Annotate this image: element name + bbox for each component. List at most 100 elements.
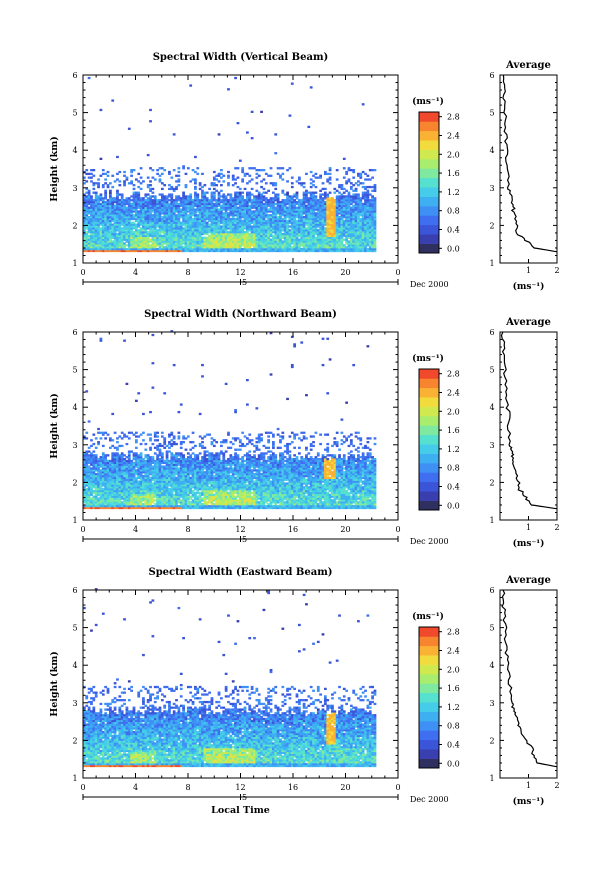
heatmap-cell <box>92 467 96 470</box>
heatmap-cell <box>83 229 86 232</box>
heatmap-cell <box>113 493 117 496</box>
heatmap-cell <box>168 240 171 243</box>
heatmap-cell <box>295 244 299 247</box>
heatmap-cell <box>85 471 89 474</box>
heatmap-cell <box>314 214 318 217</box>
heatmap-cell <box>361 234 365 238</box>
heatmap-cell <box>333 227 337 230</box>
heatmap-cell <box>130 195 134 198</box>
heatmap-cell <box>123 469 126 472</box>
heatmap-cell <box>227 246 230 249</box>
heatmap-cell <box>335 189 339 192</box>
heatmap-cell <box>286 200 289 204</box>
heatmap-cell <box>276 232 280 236</box>
heatmap-cell <box>283 234 287 238</box>
heatmap-cell <box>127 246 131 249</box>
heatmap-cell <box>295 202 299 206</box>
heatmap-cell <box>201 202 204 206</box>
heatmap-cell <box>97 441 100 444</box>
heatmap-cell <box>295 195 299 198</box>
heatmap-cell <box>217 227 221 230</box>
heatmap-cell <box>83 238 86 241</box>
heatmap-cell <box>231 232 235 236</box>
heatmap-cell <box>123 478 126 481</box>
heatmap-cell <box>290 236 294 239</box>
heatmap-cell <box>177 229 181 232</box>
heatmap-cell <box>144 229 148 232</box>
heatmap-cell <box>113 219 117 223</box>
heatmap-cell <box>134 242 138 245</box>
heatmap-cell <box>331 232 334 236</box>
heatmap-cell <box>189 247 193 251</box>
heatmap-cell <box>203 229 207 232</box>
heatmap-cell <box>349 236 353 239</box>
heatmap-cell <box>85 200 89 204</box>
heatmap-cell <box>106 236 110 239</box>
heatmap-cell <box>253 225 256 228</box>
colorbar-tick-label: 1.2 <box>447 188 460 197</box>
heatmap-cell <box>309 225 313 228</box>
heatmap-cell <box>134 249 138 253</box>
heatmap-cell <box>160 200 164 204</box>
heatmap-cell <box>283 199 287 202</box>
heatmap-cell <box>359 174 363 177</box>
heatmap-cell <box>184 217 188 221</box>
heatmap-cell <box>260 199 263 202</box>
heatmap-cell <box>123 467 126 470</box>
heatmap-cell <box>241 227 245 230</box>
heatmap-cell <box>137 493 141 496</box>
heatmap-cell <box>361 204 365 207</box>
heatmap-cell <box>241 231 245 234</box>
heatmap-cell <box>151 204 155 207</box>
heatmap-cell <box>116 225 119 228</box>
heatmap-cell <box>132 480 136 483</box>
heatmap-cell <box>85 238 89 241</box>
heatmap-cell <box>326 236 330 239</box>
heatmap-cell <box>269 167 273 170</box>
heatmap-cell <box>156 204 159 207</box>
heatmap-cell <box>281 208 285 211</box>
heatmap-cell <box>279 212 282 215</box>
heatmap-cell <box>177 234 181 238</box>
heatmap-cell <box>352 244 356 247</box>
heatmap-cell <box>104 225 108 228</box>
heatmap-cell <box>312 231 315 234</box>
heatmap-cell <box>201 197 204 200</box>
heatmap-cell <box>349 246 353 249</box>
heatmap-cell <box>132 206 136 209</box>
heatmap-cell <box>111 236 115 239</box>
heatmap-cell <box>85 503 89 506</box>
heatmap-cell <box>307 234 311 238</box>
heatmap-cell <box>286 242 289 245</box>
heatmap-cell <box>189 208 193 211</box>
heatmap-cell <box>302 216 306 219</box>
heatmap-cell <box>113 214 117 217</box>
heatmap-cell <box>241 169 245 172</box>
heatmap-cell <box>295 206 299 209</box>
heatmap-cell <box>120 491 124 495</box>
heatmap-cell <box>94 223 98 226</box>
heatmap-cell <box>101 202 105 206</box>
heatmap-cell <box>130 249 134 253</box>
heatmap-cell <box>305 217 308 221</box>
heatmap-cell <box>118 170 122 174</box>
heatmap-cell <box>312 249 315 253</box>
heatmap-cell <box>305 232 308 236</box>
heatmap-cell <box>99 463 103 466</box>
heatmap-cell <box>276 193 280 196</box>
heatmap-cell <box>290 234 294 238</box>
heatmap-cell <box>130 247 134 251</box>
heatmap-cell <box>340 246 344 249</box>
heatmap-cell <box>186 219 190 223</box>
heatmap-cell <box>246 204 249 207</box>
heatmap-cell <box>366 216 370 219</box>
heatmap-cell <box>215 232 219 236</box>
heatmap-cell <box>238 231 242 234</box>
heatmap-cell <box>276 223 280 226</box>
heatmap-cell <box>175 219 178 223</box>
heatmap-cell <box>319 246 323 249</box>
heatmap-cell <box>328 214 332 217</box>
heatmap-cell <box>120 454 124 457</box>
heatmap-cell <box>139 216 143 219</box>
heatmap-cell <box>321 217 325 221</box>
